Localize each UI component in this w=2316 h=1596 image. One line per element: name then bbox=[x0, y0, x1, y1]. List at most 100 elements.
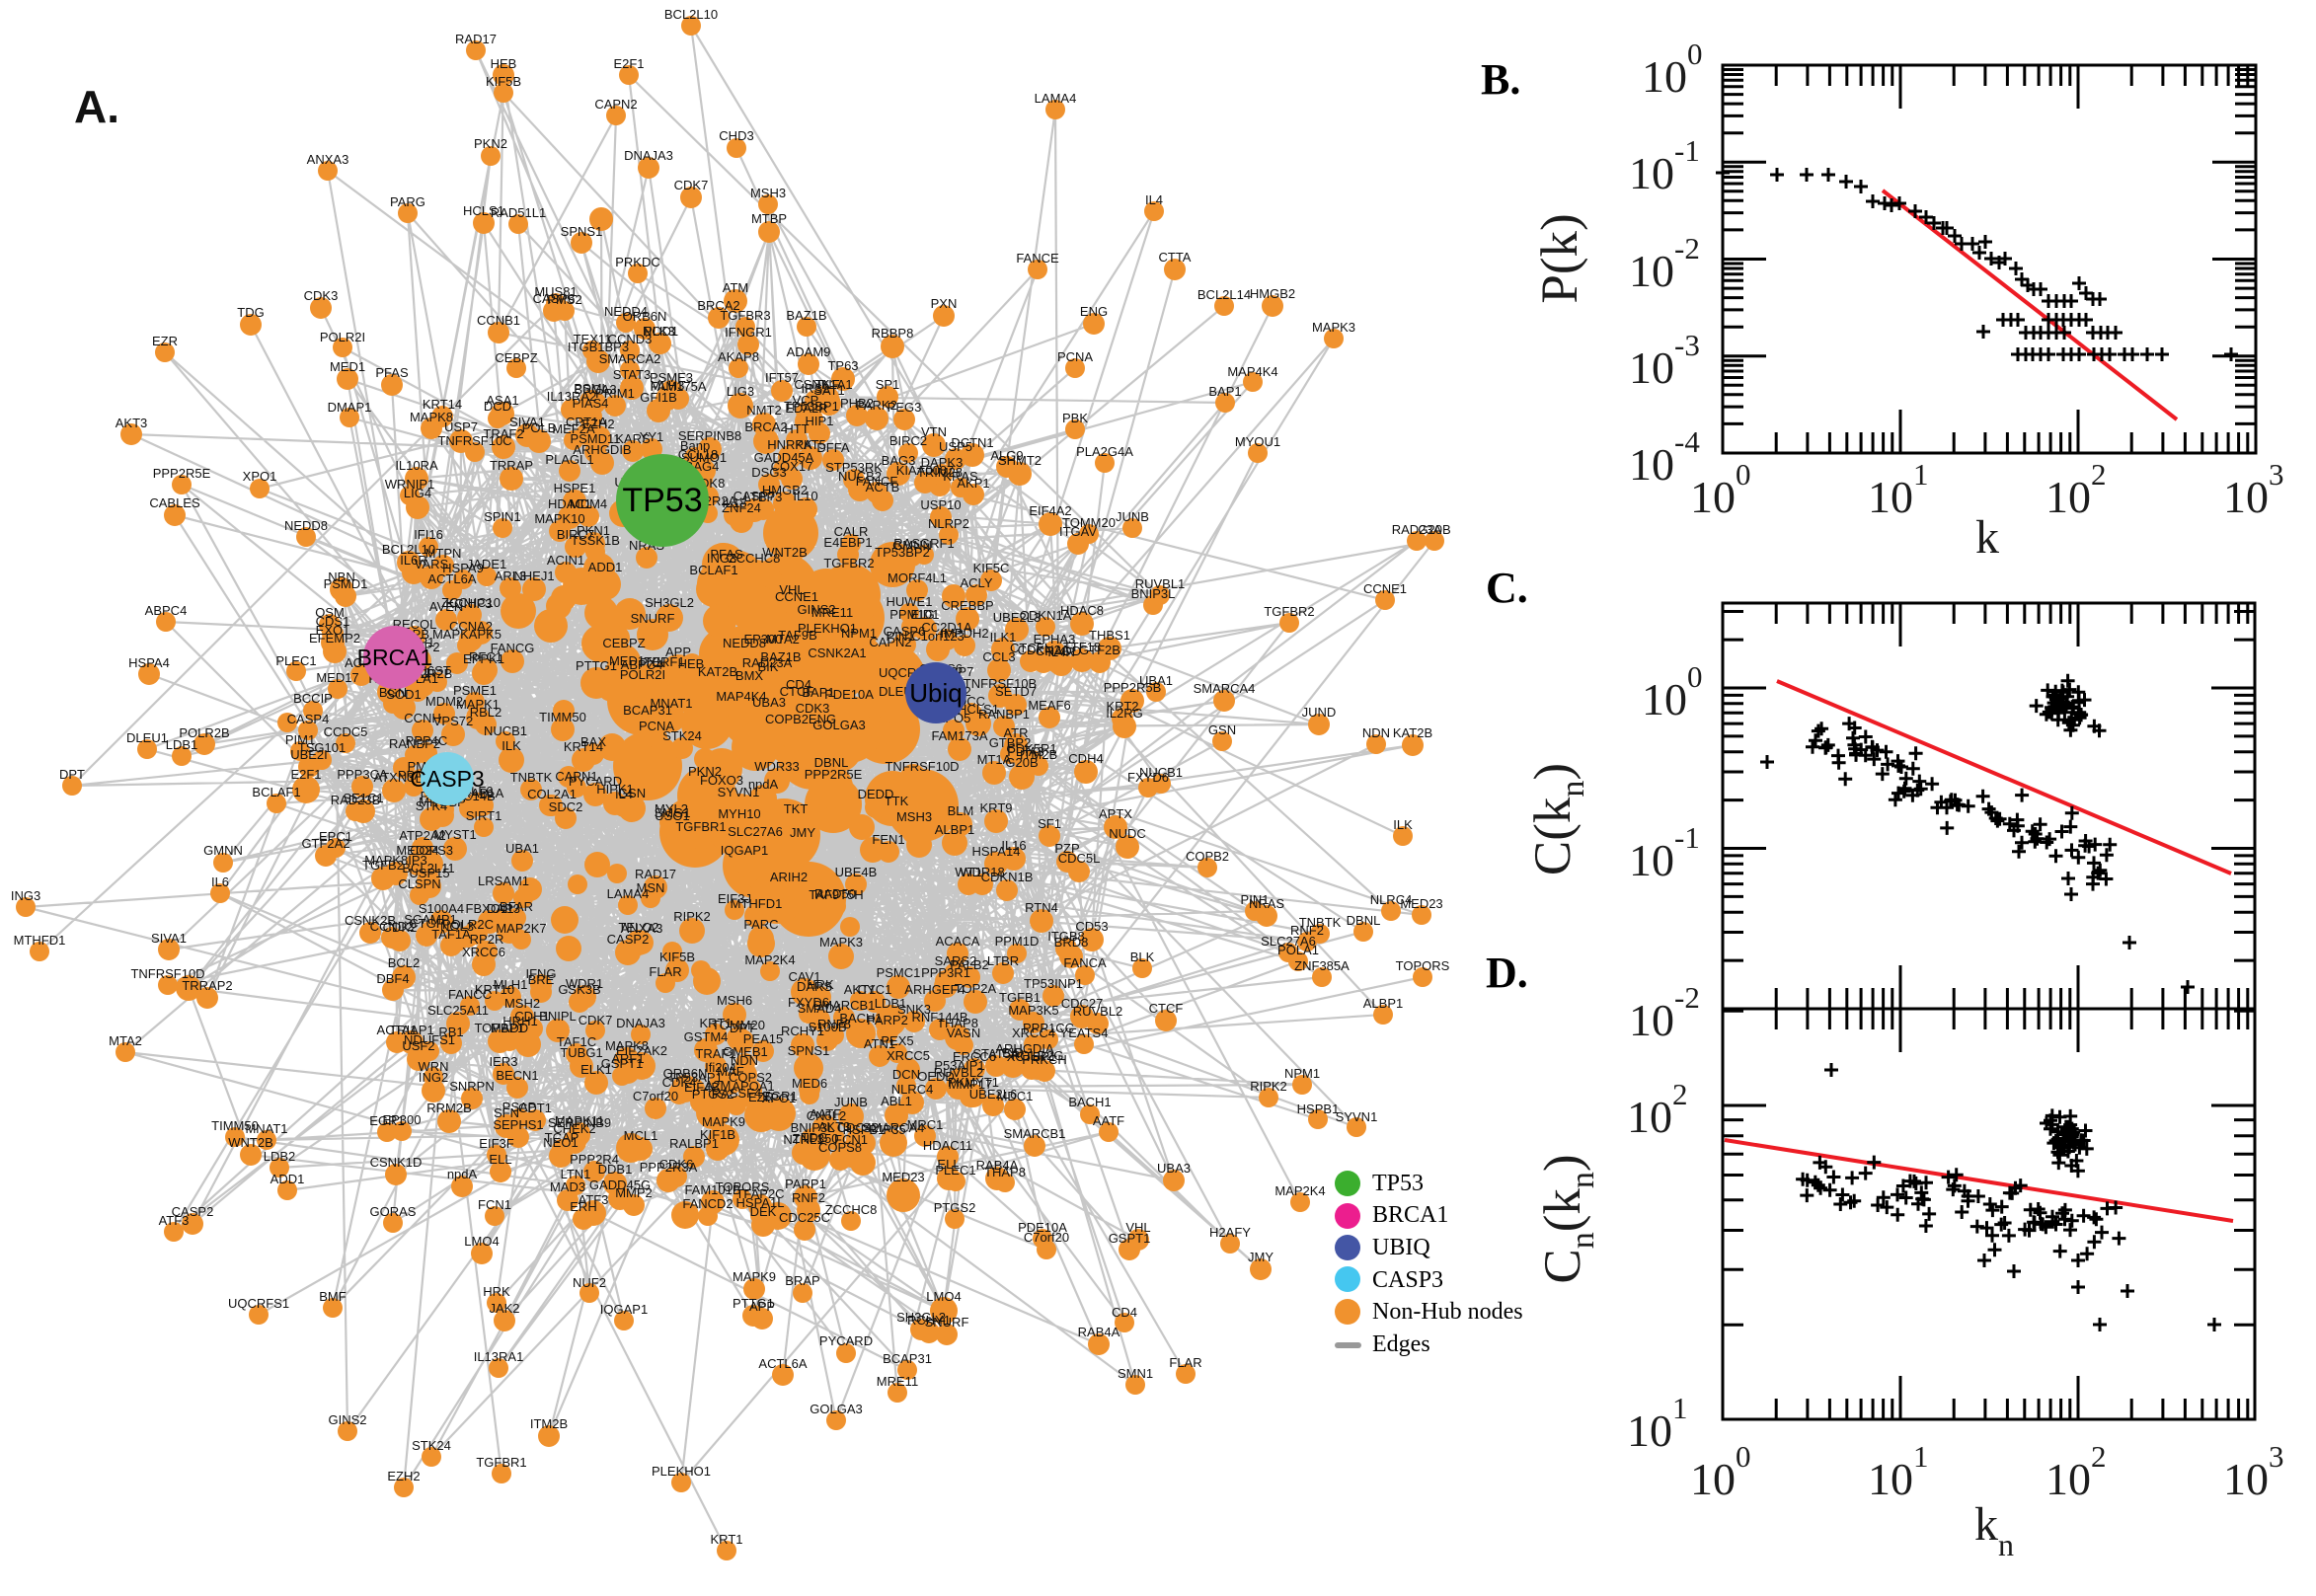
svg-text:MDM4: MDM4 bbox=[570, 496, 607, 511]
svg-text:CDC25C: CDC25C bbox=[779, 1210, 830, 1225]
svg-text:BCL2L10: BCL2L10 bbox=[382, 542, 435, 557]
svg-text:NUCB1: NUCB1 bbox=[1139, 765, 1183, 780]
svg-text:PFAS: PFAS bbox=[710, 547, 743, 562]
svg-text:PPM1D: PPM1D bbox=[995, 934, 1040, 949]
svg-text:CASP6: CASP6 bbox=[533, 291, 576, 306]
svg-text:VCP: VCP bbox=[793, 393, 819, 408]
svg-text:Banp: Banp bbox=[680, 438, 710, 453]
svg-text:CDK3: CDK3 bbox=[796, 701, 830, 716]
svg-text:CCND3: CCND3 bbox=[608, 332, 653, 346]
svg-text:USP15: USP15 bbox=[409, 866, 449, 880]
svg-text:VHL: VHL bbox=[1125, 1220, 1150, 1235]
svg-text:XPO1: XPO1 bbox=[243, 469, 277, 484]
svg-text:PRIM1: PRIM1 bbox=[595, 386, 635, 401]
svg-text:CEBPZ: CEBPZ bbox=[602, 636, 645, 650]
svg-text:IL4: IL4 bbox=[615, 787, 633, 801]
svg-text:TGFBR1: TGFBR1 bbox=[675, 819, 726, 834]
svg-text:BACH1: BACH1 bbox=[1068, 1095, 1111, 1109]
svg-text:MNAT1: MNAT1 bbox=[650, 696, 692, 711]
svg-text:E4EBP1: E4EBP1 bbox=[823, 535, 872, 550]
svg-text:SLC27A6: SLC27A6 bbox=[728, 824, 783, 839]
svg-text:SPNS1: SPNS1 bbox=[788, 1043, 830, 1058]
svg-text:Non-Hub nodes: Non-Hub nodes bbox=[1372, 1299, 1523, 1325]
svg-text:CTTA: CTTA bbox=[1159, 250, 1192, 265]
svg-text:PSAP: PSAP bbox=[502, 1100, 537, 1114]
svg-text:TNBTK: TNBTK bbox=[510, 770, 553, 785]
svg-text:PLEC1: PLEC1 bbox=[275, 653, 316, 668]
svg-text:UBA3: UBA3 bbox=[752, 695, 786, 710]
svg-text:WRNIP1: WRNIP1 bbox=[385, 477, 435, 492]
svg-text:MED17: MED17 bbox=[316, 670, 358, 685]
svg-text:TNF: TNF bbox=[814, 377, 839, 392]
svg-text:CN5L2: CN5L2 bbox=[807, 1108, 846, 1123]
svg-text:SNRPN: SNRPN bbox=[449, 1079, 495, 1094]
svg-text:DAPK3: DAPK3 bbox=[921, 455, 964, 470]
svg-text:SMARCA2: SMARCA2 bbox=[599, 351, 661, 366]
svg-text:ITGAV: ITGAV bbox=[1059, 524, 1097, 539]
svg-text:PEA15: PEA15 bbox=[743, 1031, 783, 1046]
svg-text:AKT1: AKT1 bbox=[844, 982, 877, 997]
svg-text:ATXN3: ATXN3 bbox=[374, 770, 415, 785]
svg-text:RAD17: RAD17 bbox=[455, 32, 497, 46]
svg-text:TFAP2C: TFAP2C bbox=[735, 1186, 784, 1201]
svg-text:RAD17: RAD17 bbox=[635, 867, 676, 881]
svg-text:IL13RA2: IL13RA2 bbox=[547, 389, 597, 404]
svg-text:ANXA3: ANXA3 bbox=[621, 921, 663, 936]
svg-text:IL13RA1: IL13RA1 bbox=[474, 1349, 524, 1364]
svg-text:PKN1: PKN1 bbox=[577, 523, 610, 538]
svg-text:XRCC6: XRCC6 bbox=[462, 945, 505, 959]
svg-text:BRCA1: BRCA1 bbox=[357, 645, 433, 670]
svg-text:LTBR: LTBR bbox=[987, 953, 1019, 968]
svg-text:NDN: NDN bbox=[731, 1053, 758, 1068]
svg-text:COL2A1: COL2A1 bbox=[527, 787, 577, 801]
svg-text:NUCB1: NUCB1 bbox=[484, 723, 527, 738]
svg-text:BNIPL: BNIPL bbox=[539, 1009, 577, 1024]
svg-text:MTBP: MTBP bbox=[751, 211, 787, 226]
svg-text:CHD3: CHD3 bbox=[719, 128, 753, 143]
svg-text:PSML: PSML bbox=[574, 381, 608, 396]
svg-text:CAPN1: CAPN1 bbox=[555, 769, 597, 784]
svg-text:SNK3: SNK3 bbox=[897, 1002, 931, 1017]
svg-text:LDB1: LDB1 bbox=[875, 996, 907, 1011]
svg-text:Edges: Edges bbox=[1372, 1331, 1430, 1357]
svg-text:CALR: CALR bbox=[834, 524, 869, 539]
svg-text:HSPB1: HSPB1 bbox=[843, 1122, 886, 1137]
svg-text:TOP2A: TOP2A bbox=[955, 981, 997, 996]
svg-text:ING3: ING3 bbox=[707, 551, 736, 566]
svg-text:EZH2: EZH2 bbox=[581, 417, 614, 431]
svg-text:HMGB2: HMGB2 bbox=[762, 483, 808, 497]
svg-text:MAPK8: MAPK8 bbox=[605, 1038, 649, 1053]
svg-text:IFNGR1: IFNGR1 bbox=[725, 325, 772, 340]
svg-text:CCNB1: CCNB1 bbox=[477, 313, 520, 328]
svg-text:RRM2B: RRM2B bbox=[426, 1101, 472, 1115]
svg-text:COX17: COX17 bbox=[771, 459, 813, 474]
svg-text:PPP2R5E: PPP2R5E bbox=[153, 466, 211, 481]
svg-text:FANCG: FANCG bbox=[491, 641, 535, 655]
svg-text:IFNG: IFNG bbox=[525, 966, 556, 981]
svg-text:ACIN1: ACIN1 bbox=[547, 553, 584, 568]
svg-text:TNFRSF10D: TNFRSF10D bbox=[885, 759, 959, 774]
svg-text:RALBP1: RALBP1 bbox=[669, 1136, 719, 1151]
svg-text:FOXO3: FOXO3 bbox=[700, 773, 743, 788]
svg-text:CDS1: CDS1 bbox=[316, 614, 350, 629]
svg-text:PIAS4: PIAS4 bbox=[573, 396, 609, 411]
svg-text:RANBP1: RANBP1 bbox=[978, 707, 1030, 722]
svg-text:PTGS2: PTGS2 bbox=[692, 1087, 734, 1102]
svg-text:MORF4L1: MORF4L1 bbox=[888, 570, 947, 585]
svg-text:CDC42: CDC42 bbox=[837, 1120, 880, 1135]
svg-text:ZNF24: ZNF24 bbox=[722, 500, 761, 515]
svg-text:CAPN2: CAPN2 bbox=[594, 97, 637, 112]
svg-text:FEN1: FEN1 bbox=[872, 832, 904, 847]
svg-text:CCND2: CCND2 bbox=[370, 919, 415, 934]
svg-text:TP53BP1: TP53BP1 bbox=[784, 399, 839, 414]
svg-text:HSPE1: HSPE1 bbox=[554, 481, 596, 495]
svg-text:KRT2: KRT2 bbox=[1107, 699, 1139, 714]
svg-text:ABPC4: ABPC4 bbox=[145, 603, 188, 618]
svg-text:MED23: MED23 bbox=[882, 1170, 924, 1184]
svg-text:MAP2K7: MAP2K7 bbox=[496, 921, 546, 936]
svg-text:MUS81: MUS81 bbox=[534, 284, 577, 299]
svg-text:DPT: DPT bbox=[59, 767, 85, 782]
svg-text:VHL: VHL bbox=[779, 582, 804, 597]
svg-text:OSM: OSM bbox=[315, 605, 345, 620]
svg-text:TGFBR2: TGFBR2 bbox=[823, 556, 874, 570]
